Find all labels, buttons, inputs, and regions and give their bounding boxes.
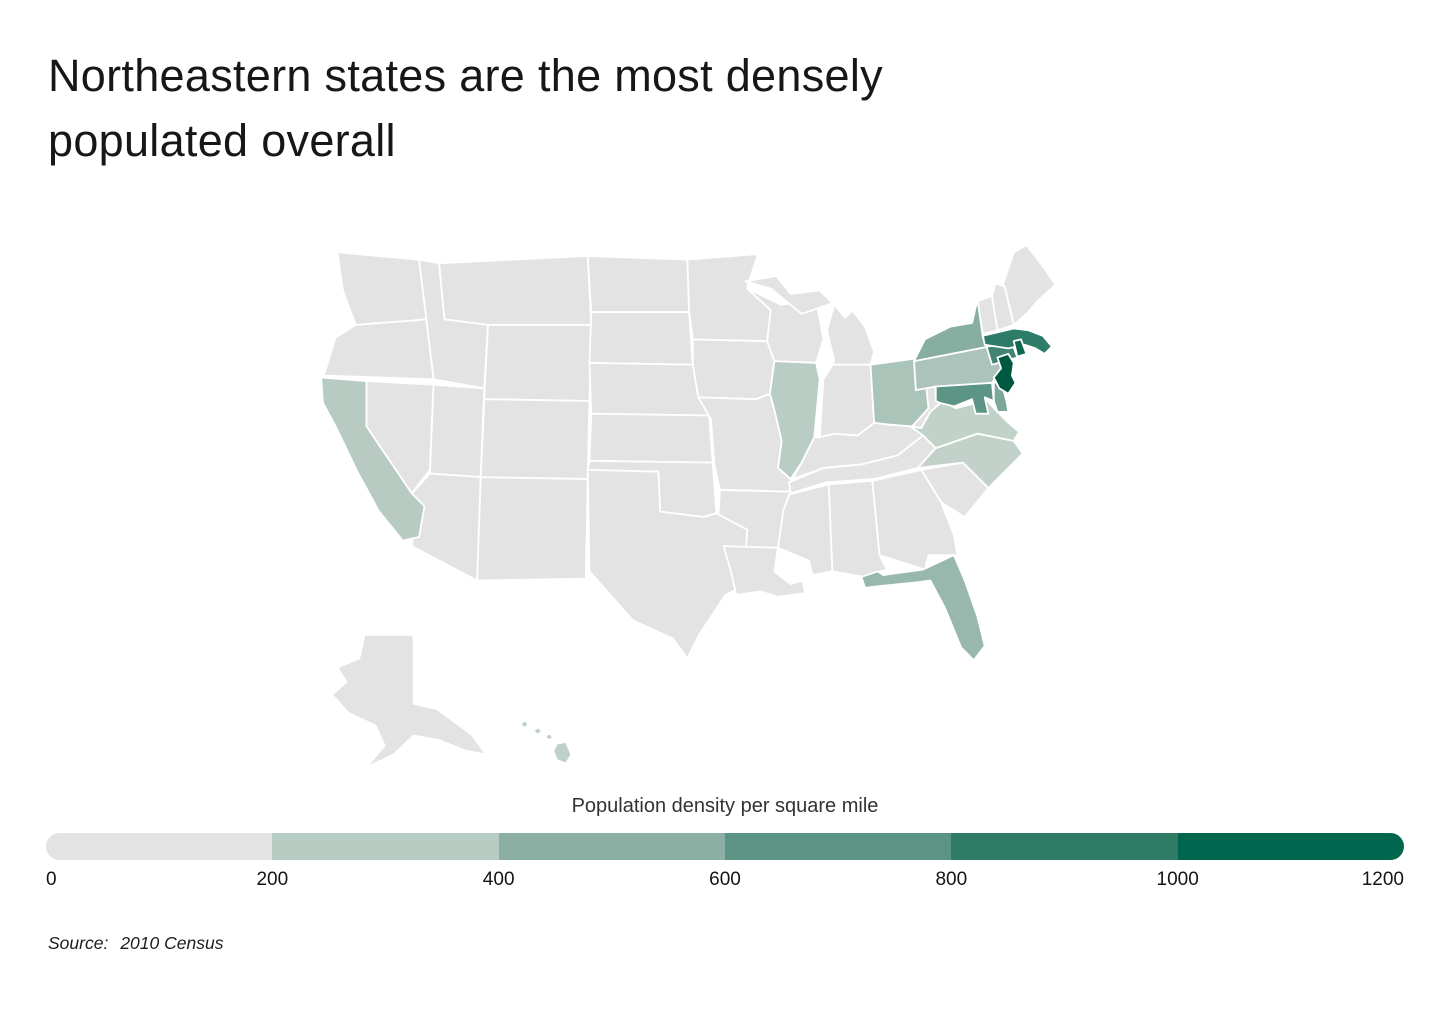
state-fl[interactable]: Florida: 350.6 persons per square mile xyxy=(860,553,986,661)
state-nh[interactable]: New Hampshire: 147 persons per square mi… xyxy=(991,281,1015,331)
state-ks[interactable]: Kansas: 34.9 persons per square mile xyxy=(588,412,714,464)
page-title-line-1: Northeastern states are the most densely xyxy=(48,50,883,101)
state-hi[interactable]: Hawaii: 211.8 persons per square mile xyxy=(519,718,530,729)
source-note: Source: 2010 Census xyxy=(48,933,1450,954)
source-text: 2010 Census xyxy=(120,932,224,953)
state-mi[interactable]: Michigan: 174.8 persons per square mile xyxy=(744,274,834,315)
state-md[interactable]: Maryland: 594.8 persons per square mile xyxy=(934,381,995,415)
legend-tick-400: 400 xyxy=(482,868,515,890)
state-in[interactable]: Indiana: 181 persons per square mile xyxy=(818,363,876,438)
state-nd[interactable]: North Dakota: 9.7 persons per square mil… xyxy=(586,254,691,313)
legend-segment-6 xyxy=(1177,832,1404,860)
legend-segment-3 xyxy=(498,832,725,860)
legend-tick-800: 800 xyxy=(935,868,968,890)
legend-tick-0: 0 xyxy=(46,868,57,890)
state-il[interactable]: Illinois: 231.1 persons per square mile xyxy=(768,359,821,480)
legend-title: Population density per square mile xyxy=(571,794,879,817)
legend-tick-row: 0 200 400 600 800 1000 1200 xyxy=(46,869,1404,893)
state-co[interactable]: Colorado: 48.5 persons per square mile xyxy=(479,397,591,480)
state-hi[interactable]: Hawaii: 211.8 persons per square mile xyxy=(552,740,573,765)
state-la[interactable]: Louisiana: 104.9 persons per square mile xyxy=(722,544,807,598)
state-mt[interactable]: Montana: 6.8 persons per square mile xyxy=(438,254,593,326)
legend-tick-600: 600 xyxy=(709,868,741,890)
legend-segment-2 xyxy=(272,832,499,860)
state-ca[interactable]: California: 239.1 persons per square mil… xyxy=(320,376,426,542)
state-ri[interactable]: Rhode Island: 1018.1 persons per square … xyxy=(1012,338,1028,358)
state-sd[interactable]: South Dakota: 10.7 persons per square mi… xyxy=(588,310,694,366)
state-ga[interactable]: Georgia: 168.4 persons per square mile xyxy=(871,468,959,571)
state-ne[interactable]: Nebraska: 23.8 persons per square mile xyxy=(588,361,711,416)
legend-segment-1 xyxy=(46,832,273,860)
state-wa[interactable]: Washington: 101.2 persons per square mil… xyxy=(336,251,428,326)
state-mi[interactable]: Michigan: 174.8 persons per square mile xyxy=(826,303,876,366)
map-container: Alaska: 1.2 persons per square mile Wyomi… xyxy=(0,236,1450,789)
page-title-line-2: populated overall xyxy=(48,114,396,166)
state-ak[interactable]: Alaska: 1.2 persons per square mile xyxy=(331,633,488,768)
legend: Population density per square mile 0 200 4… xyxy=(46,795,1404,893)
state-wy[interactable]: Wyoming: 5.8 persons per square mile xyxy=(483,323,593,402)
page-title: Northeastern states are the most densely… xyxy=(0,0,1450,174)
state-hi[interactable]: Hawaii: 211.8 persons per square mile xyxy=(532,726,544,736)
state-nm[interactable]: New Mexico: 17 persons per square mile xyxy=(476,475,589,581)
legend-tick-1000: 1000 xyxy=(1156,868,1199,890)
legend-tick-200: 200 xyxy=(256,868,289,890)
source-label: Source: xyxy=(48,932,109,953)
legend-color-bar xyxy=(46,832,1404,860)
us-choropleth-map: Alaska: 1.2 persons per square mile Wyomi… xyxy=(320,243,1057,768)
state-va[interactable]: Virginia: 202.6 persons per square mile xyxy=(909,396,1021,449)
state-or[interactable]: Oregon: 39.9 persons per square mile xyxy=(322,318,435,380)
state-ia[interactable]: Iowa: 54.5 persons per square mile xyxy=(691,338,776,400)
state-hi[interactable]: Hawaii: 211.8 persons per square mile xyxy=(544,732,555,741)
state-ut[interactable]: Utah: 33.6 persons per square mile xyxy=(429,383,486,478)
state-nj[interactable]: New Jersey: 1195.5 persons per square mi… xyxy=(992,352,1017,395)
legend-segment-5 xyxy=(951,832,1178,860)
state-az[interactable]: Arizona: 56.3 persons per square mile xyxy=(410,472,482,581)
legend-segment-4 xyxy=(724,832,952,860)
legend-tick-1200: 1200 xyxy=(1361,868,1404,890)
